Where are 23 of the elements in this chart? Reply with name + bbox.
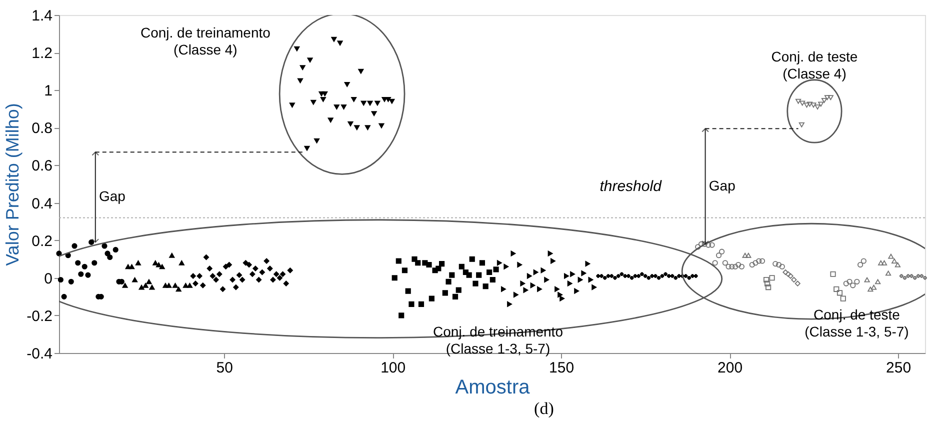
y-tick-label: -0.4 — [26, 346, 52, 362]
y-tick-label: 0.8 — [32, 120, 52, 138]
x-tick-label: 50 — [216, 360, 233, 376]
x-tick-label: 250 — [886, 360, 912, 376]
text: (d) — [534, 399, 554, 418]
y-tick-label: 1 — [44, 82, 52, 100]
y-tick-label: 0.6 — [32, 158, 52, 175]
x-tick-label: 100 — [380, 360, 406, 376]
y-axis-title: Valor Predito (Milho) — [2, 103, 23, 266]
x-tick-label: 200 — [718, 360, 743, 376]
y-tick-label: 1.4 — [32, 8, 52, 24]
y-tick-label: 0.4 — [32, 195, 52, 212]
annotation: Gap — [99, 188, 126, 204]
y-tick-label: 1.2 — [32, 45, 52, 62]
annotation: Gap — [708, 177, 736, 194]
annotation: Conj. de treinamento (Classe 4) — [140, 24, 271, 58]
x-axis-title: Amostra — [455, 376, 531, 398]
y-tick-label: 0 — [44, 270, 52, 288]
annotation: Conj. de teste (Classe 4) — [771, 48, 858, 82]
y-tick-label: -0.2 — [26, 308, 52, 325]
y-tick-label: 0.2 — [32, 232, 52, 250]
ref-line-label: threshold — [600, 178, 662, 195]
x-tick-label: 150 — [549, 360, 574, 376]
